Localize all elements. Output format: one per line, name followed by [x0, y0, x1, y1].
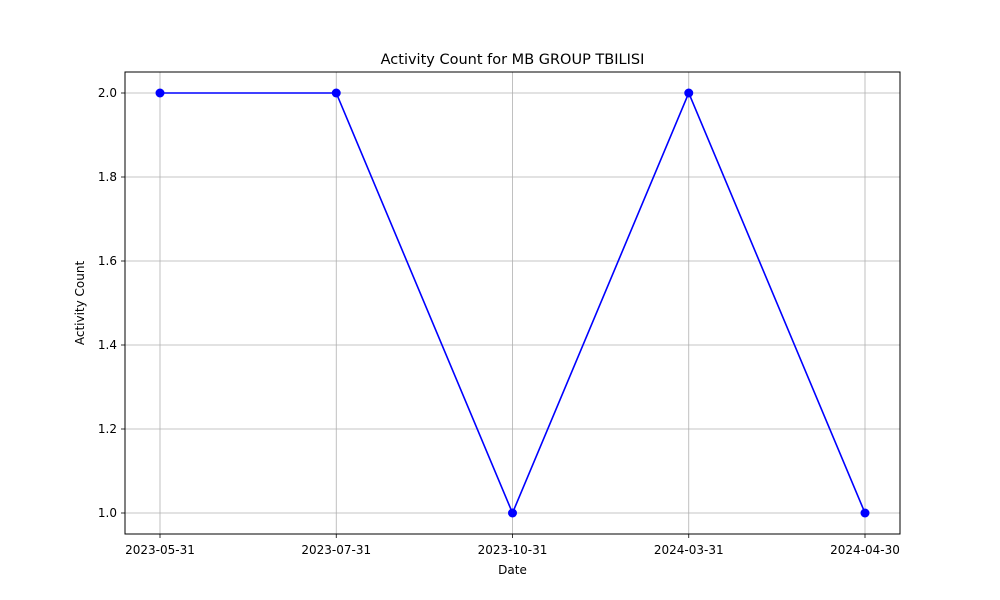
- data-point: [508, 508, 517, 518]
- y-tick-label: 1.2: [98, 422, 117, 436]
- data-point: [860, 508, 870, 518]
- y-tick-label: 1.4: [98, 338, 117, 352]
- x-axis-ticks: 2023-05-31 2023-07-31 2023-10-31 2024-03-31…: [125, 534, 900, 557]
- y-tick-label: 2.0: [98, 86, 117, 100]
- x-tick-label: 2024-04-30: [830, 543, 900, 557]
- x-axis-label: Date: [498, 563, 527, 577]
- chart-title: Activity Count for MB GROUP TBILISI: [381, 52, 645, 68]
- x-tick-label: 2023-05-31: [125, 543, 195, 557]
- x-tick-label: 2023-07-31: [301, 543, 371, 557]
- data-point: [155, 88, 165, 98]
- y-tick-label: 1.0: [98, 506, 117, 520]
- series-layer: [155, 88, 870, 518]
- data-point: [684, 88, 694, 98]
- x-tick-label: 2024-03-31: [654, 543, 724, 557]
- y-tick-label: 1.6: [98, 254, 117, 268]
- y-tick-label: 1.8: [98, 170, 117, 184]
- x-gridlines: [159, 72, 866, 534]
- x-tick-label: 2023-10-31: [478, 543, 548, 557]
- y-axis-label: Activity Count: [73, 261, 87, 346]
- y-axis-ticks: 1.0 1.2 1.4 1.6 1.8 2.0: [98, 86, 125, 520]
- data-point: [331, 88, 341, 98]
